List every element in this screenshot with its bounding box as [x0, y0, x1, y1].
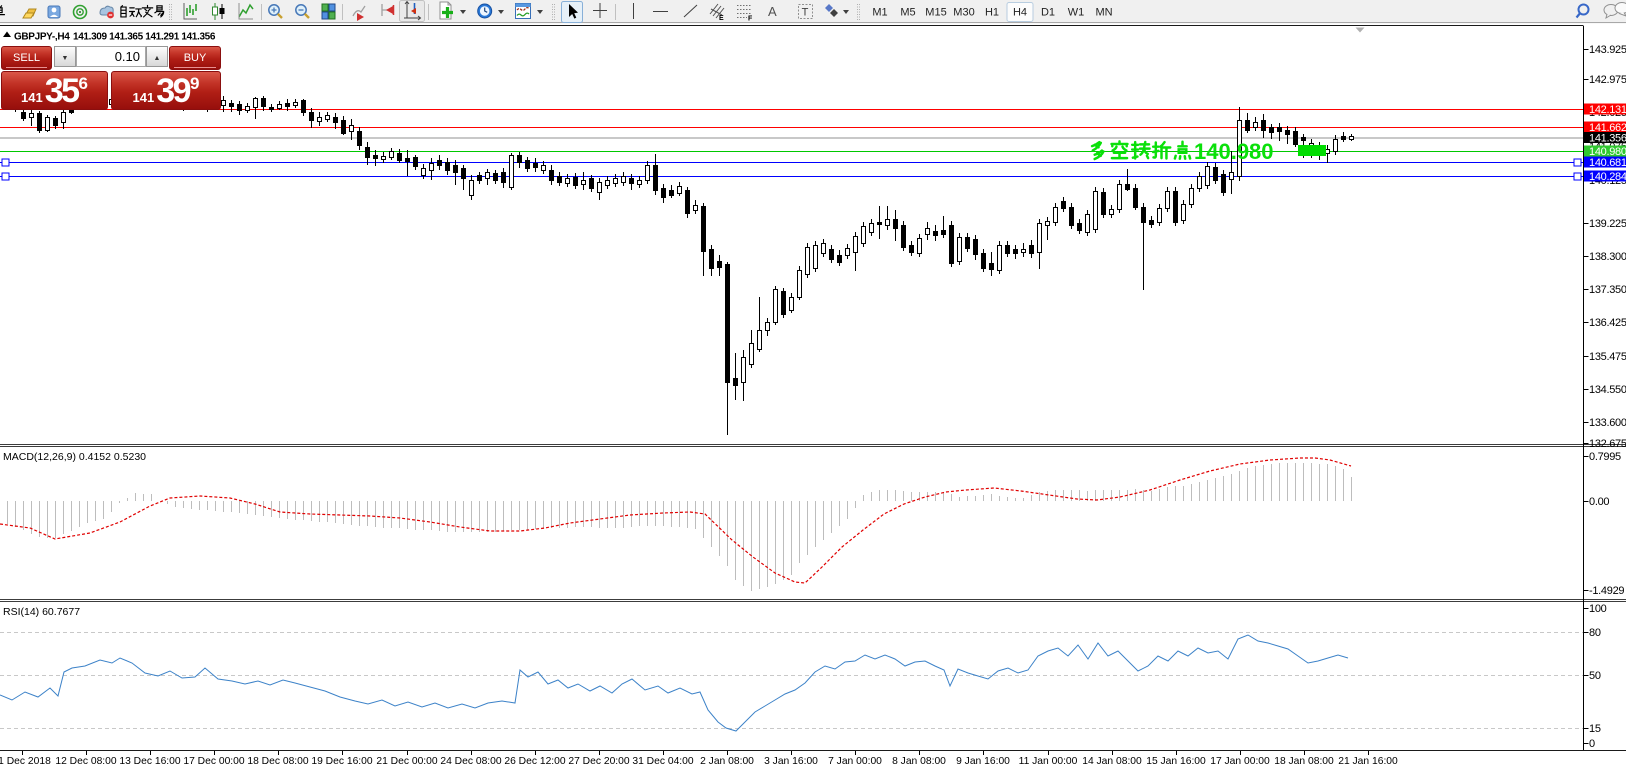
svg-text:140.980: 140.980 — [1194, 139, 1274, 164]
svg-text:M15: M15 — [925, 7, 946, 19]
svg-text:80: 80 — [1589, 627, 1601, 639]
svg-text:26 Dec 12:00: 26 Dec 12:00 — [504, 756, 566, 767]
svg-text:142.975: 142.975 — [1589, 74, 1626, 86]
svg-text:141.356: 141.356 — [1589, 133, 1626, 145]
svg-text:MACD(12,26,9) 0.4152 0.5230: MACD(12,26,9) 0.4152 0.5230 — [3, 451, 146, 463]
svg-text:14 Jan 08:00: 14 Jan 08:00 — [1082, 756, 1142, 767]
svg-text:0.00: 0.00 — [1589, 496, 1609, 508]
svg-text:24 Dec 08:00: 24 Dec 08:00 — [440, 756, 502, 767]
svg-text:H4: H4 — [1013, 7, 1027, 19]
svg-text:17 Dec 00:00: 17 Dec 00:00 — [183, 756, 245, 767]
svg-text:15: 15 — [1589, 723, 1601, 735]
svg-text:50: 50 — [1589, 670, 1601, 682]
svg-text:31 Dec 04:00: 31 Dec 04:00 — [632, 756, 694, 767]
svg-text:8 Jan 08:00: 8 Jan 08:00 — [892, 756, 946, 767]
svg-text:M5: M5 — [900, 7, 915, 19]
svg-text:18 Jan 08:00: 18 Jan 08:00 — [1274, 756, 1334, 767]
svg-text:141.309 141.365 141.291 141.35: 141.309 141.365 141.291 141.356 — [73, 32, 216, 43]
svg-text:-1.4929: -1.4929 — [1589, 585, 1624, 597]
svg-text:142.131: 142.131 — [1589, 104, 1626, 116]
svg-text:133.600: 133.600 — [1589, 417, 1626, 429]
svg-text:132.675: 132.675 — [1589, 438, 1626, 450]
svg-text:17 Jan 00:00: 17 Jan 00:00 — [1210, 756, 1270, 767]
svg-text:M1: M1 — [872, 7, 887, 19]
svg-text:12 Dec 08:00: 12 Dec 08:00 — [55, 756, 117, 767]
svg-text:143.925: 143.925 — [1589, 44, 1626, 56]
svg-text:135.475: 135.475 — [1589, 351, 1626, 363]
svg-text:D1: D1 — [1041, 7, 1055, 19]
svg-text:138.300: 138.300 — [1589, 251, 1626, 263]
svg-text:141.662: 141.662 — [1589, 122, 1626, 134]
svg-text:15 Jan 16:00: 15 Jan 16:00 — [1146, 756, 1206, 767]
svg-text:7 Jan 00:00: 7 Jan 00:00 — [828, 756, 882, 767]
svg-text:2 Jan 08:00: 2 Jan 08:00 — [700, 756, 754, 767]
svg-text:E: E — [719, 15, 724, 22]
svg-text:134.550: 134.550 — [1589, 384, 1626, 396]
svg-text:F: F — [748, 16, 753, 23]
svg-text:M30: M30 — [953, 7, 974, 19]
svg-text:100: 100 — [1589, 603, 1607, 615]
svg-text:140.980: 140.980 — [1589, 146, 1626, 158]
svg-text:136.425: 136.425 — [1589, 317, 1626, 329]
svg-text:137.350: 137.350 — [1589, 284, 1626, 296]
svg-text:21 Dec 00:00: 21 Dec 00:00 — [376, 756, 438, 767]
svg-text:19 Dec 16:00: 19 Dec 16:00 — [311, 756, 373, 767]
svg-text:139.225: 139.225 — [1589, 218, 1626, 230]
svg-text:18 Dec 08:00: 18 Dec 08:00 — [247, 756, 309, 767]
svg-text:T: T — [802, 7, 809, 19]
svg-text:RSI(14) 60.7677: RSI(14) 60.7677 — [3, 606, 80, 618]
svg-text:H1: H1 — [985, 7, 999, 19]
svg-text:21 Jan 16:00: 21 Jan 16:00 — [1338, 756, 1398, 767]
svg-text:140.681: 140.681 — [1589, 157, 1626, 169]
svg-text:0: 0 — [1589, 738, 1595, 750]
svg-text:13 Dec 16:00: 13 Dec 16:00 — [119, 756, 181, 767]
svg-text:3 Jan 16:00: 3 Jan 16:00 — [764, 756, 818, 767]
svg-text:27 Dec 20:00: 27 Dec 20:00 — [568, 756, 630, 767]
svg-text:140.284: 140.284 — [1589, 171, 1626, 183]
svg-text:W1: W1 — [1068, 7, 1085, 19]
svg-text:MN: MN — [1095, 7, 1112, 19]
svg-text:9 Jan 16:00: 9 Jan 16:00 — [956, 756, 1010, 767]
svg-text:GBPJPY-,H4: GBPJPY-,H4 — [14, 32, 70, 43]
svg-text:11 Dec 2018: 11 Dec 2018 — [0, 756, 51, 767]
svg-text:A: A — [768, 4, 777, 19]
svg-text:0.7995: 0.7995 — [1589, 451, 1621, 463]
svg-text:11 Jan 00:00: 11 Jan 00:00 — [1019, 756, 1078, 767]
